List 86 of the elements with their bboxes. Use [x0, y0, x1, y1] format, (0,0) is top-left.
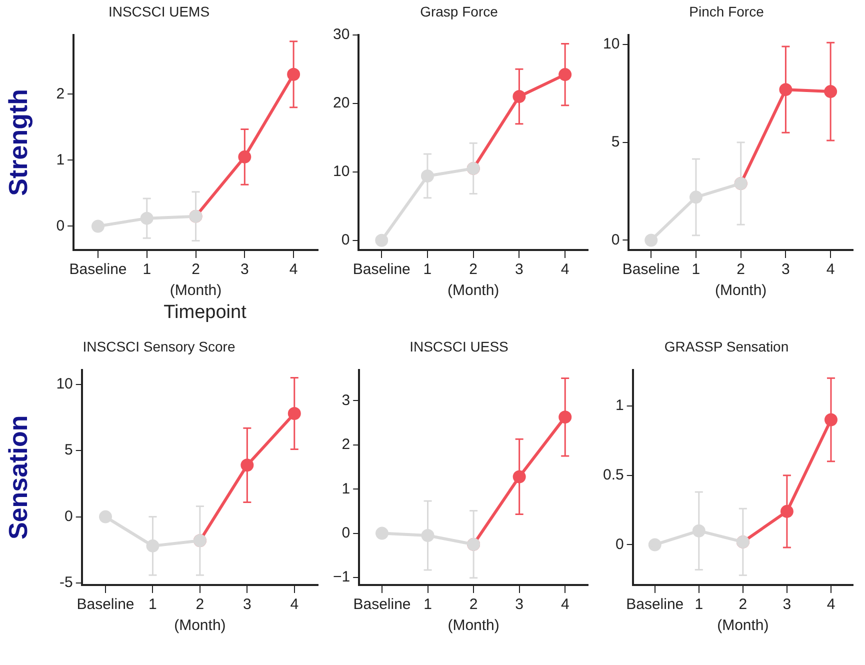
point — [375, 234, 388, 247]
x-tick-label: 2 — [738, 596, 748, 614]
x-tick-label: 3 — [782, 596, 792, 614]
point — [240, 458, 254, 472]
x-tick-label: 4 — [290, 596, 299, 614]
text: Timepoint — [162, 302, 248, 324]
x-tick-label: 1 — [692, 261, 700, 278]
x-axis-title: (Month) — [174, 617, 226, 634]
x-axis-title: (Month) — [448, 282, 500, 300]
y-tick-label: 30 — [332, 26, 350, 43]
x-tick-label: 2 — [736, 261, 746, 278]
point — [287, 68, 300, 81]
x-tick-label: 4 — [289, 261, 298, 278]
point — [780, 504, 794, 518]
chart-title: INSCSCI UESS — [410, 338, 508, 354]
x-tick-label: 2 — [196, 596, 204, 614]
y-tick-label: -5 — [60, 574, 73, 592]
x-axis-title: (Month) — [717, 617, 769, 634]
x-axis-title: (Month) — [715, 282, 767, 300]
x-tick-label: 4 — [826, 596, 836, 614]
x-tick-label: 2 — [469, 596, 478, 614]
x-tick-label: 3 — [782, 261, 790, 278]
x-tick-label: Baseline — [352, 261, 410, 278]
y-tick-label: 0 — [342, 524, 350, 542]
point — [558, 68, 572, 82]
point — [238, 150, 252, 164]
chart-title: INSCSCI Sensory Score — [82, 338, 236, 354]
y-tick-label: 10 — [602, 36, 620, 53]
y-tick-label: 0 — [611, 231, 620, 248]
x-tick-label: 4 — [560, 596, 570, 614]
y-tick-label: 10 — [56, 376, 73, 393]
x-tick-label: 1 — [142, 261, 152, 278]
point — [824, 85, 838, 98]
x-tick-label: 2 — [192, 261, 200, 278]
x-tick-label: Baseline — [69, 261, 127, 278]
point — [98, 510, 112, 524]
point — [644, 234, 658, 247]
chart-title: Grasp Force — [420, 3, 498, 20]
y-tick-label: 1 — [56, 151, 65, 168]
point — [140, 212, 154, 225]
point — [692, 524, 706, 538]
y-axis-title: Strength — [2, 88, 33, 196]
point — [648, 538, 662, 552]
point — [420, 169, 434, 182]
x-tick-label: 3 — [515, 261, 524, 278]
y-tick-label: 2 — [56, 85, 65, 102]
y-tick-label: 0.5 — [602, 466, 624, 484]
x-tick-label: Baseline — [353, 596, 411, 614]
y-tick-label: 1 — [342, 480, 350, 498]
y-tick-label: −1 — [332, 568, 350, 586]
y-tick-label: 2 — [342, 436, 350, 454]
x-tick-label: 4 — [826, 261, 835, 278]
x-tick-label: 1 — [423, 261, 432, 278]
x-tick-label: 3 — [242, 596, 252, 614]
x-tick-label: Baseline — [626, 596, 684, 614]
y-tick-label: 20 — [332, 94, 350, 112]
x-tick-label: 4 — [560, 261, 570, 278]
y-tick-label: 5 — [64, 442, 73, 459]
x-axis-title: (Month) — [448, 617, 500, 634]
point — [689, 190, 702, 204]
x-tick-label: 1 — [424, 596, 432, 614]
y-tick-label: 0 — [341, 232, 350, 249]
y-tick-label: 3 — [342, 392, 350, 409]
chart-title: Pinch Force — [689, 3, 764, 20]
point — [375, 526, 388, 540]
x-tick-label: 1 — [148, 596, 157, 614]
y-tick-label: 10 — [332, 163, 350, 180]
chart-title: GRASSP Sensation — [664, 338, 789, 354]
y-tick-label: 5 — [611, 134, 620, 151]
point — [91, 220, 104, 233]
x-tick-label: Baseline — [76, 596, 134, 614]
x-tick-label: 1 — [694, 596, 704, 614]
x-tick-label: Baseline — [622, 261, 680, 278]
y-tick-label: 1 — [616, 397, 624, 414]
chart-title: INSCSCI UEMS — [108, 3, 210, 20]
y-axis-title: Sensation — [2, 415, 33, 540]
y-tick-label: 0 — [64, 508, 73, 525]
x-tick-label: 3 — [240, 261, 249, 278]
point — [558, 410, 572, 424]
point — [288, 407, 301, 420]
x-tick-label: 2 — [469, 261, 478, 278]
y-tick-label: 0 — [616, 536, 624, 553]
x-tick-label: 3 — [515, 596, 524, 614]
point — [512, 470, 526, 484]
y-tick-label: 0 — [56, 217, 65, 234]
x-axis-title: (Month) — [170, 282, 222, 300]
